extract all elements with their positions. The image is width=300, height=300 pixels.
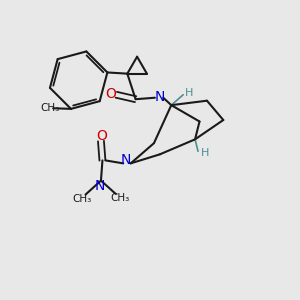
Text: N: N [94, 179, 105, 193]
Text: N: N [155, 90, 165, 104]
Text: N: N [120, 153, 130, 167]
Text: CH₃: CH₃ [110, 194, 129, 203]
Text: H: H [185, 88, 193, 98]
Text: CH₃: CH₃ [40, 103, 60, 113]
Text: CH₃: CH₃ [73, 194, 92, 204]
Text: H: H [200, 148, 209, 158]
Text: O: O [105, 87, 116, 100]
Text: O: O [96, 129, 107, 143]
